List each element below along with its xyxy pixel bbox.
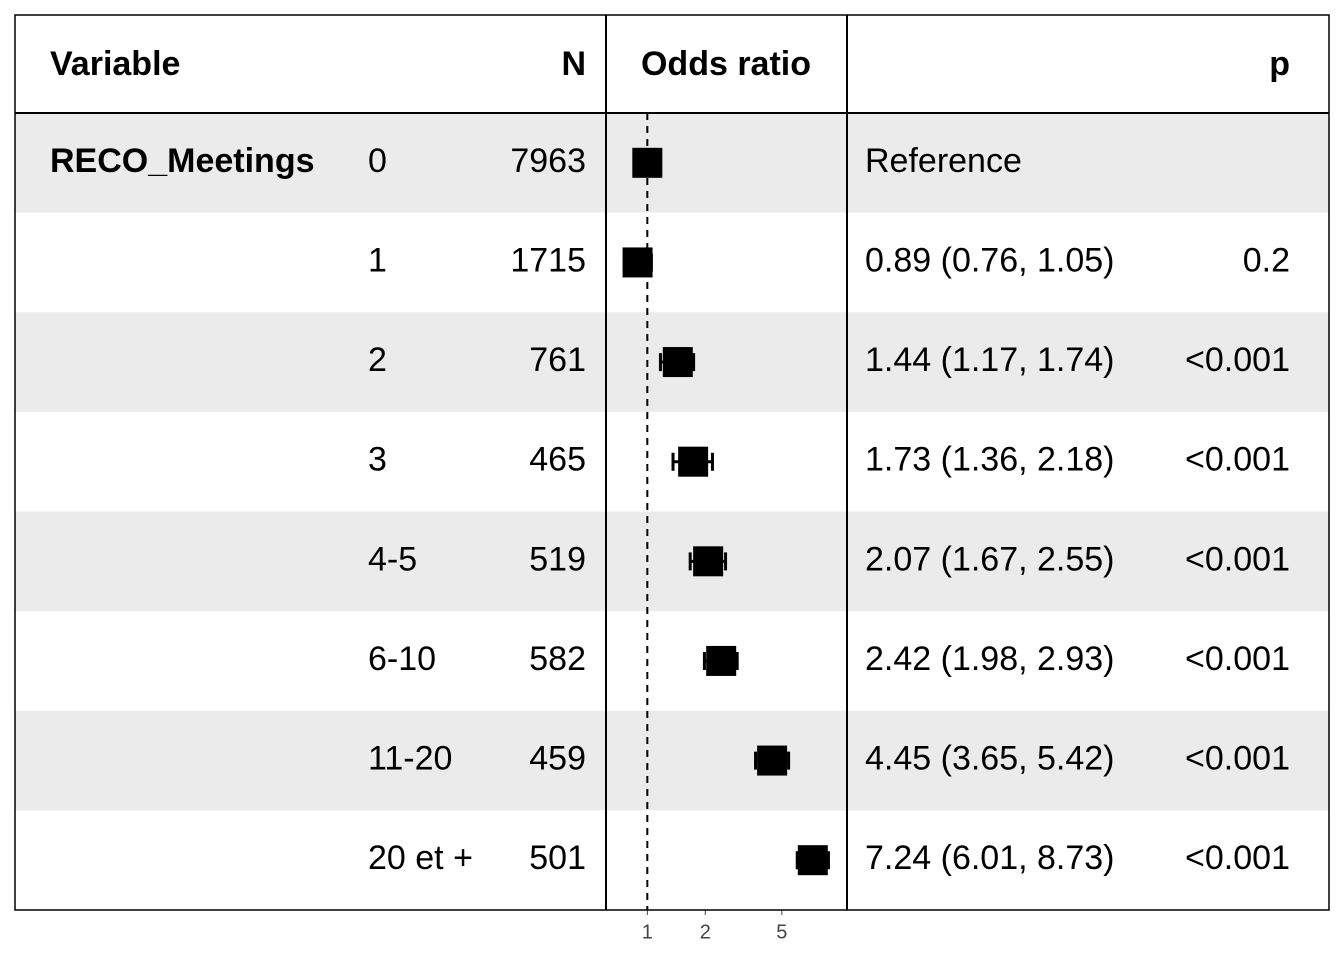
or-label: 0.89 (0.76, 1.05) bbox=[865, 241, 1115, 279]
level: 4-5 bbox=[368, 540, 417, 578]
estimate-point bbox=[662, 347, 693, 378]
estimate-point bbox=[797, 845, 828, 876]
or-label: 1.44 (1.17, 1.74) bbox=[865, 341, 1115, 379]
or-label: 7.24 (6.01, 8.73) bbox=[865, 839, 1115, 877]
estimate-point bbox=[632, 147, 663, 178]
p-value: <0.001 bbox=[1185, 740, 1290, 778]
p-value: <0.001 bbox=[1185, 341, 1290, 379]
n-count: 582 bbox=[529, 640, 586, 678]
p-value: 0.2 bbox=[1243, 241, 1290, 279]
level: 3 bbox=[368, 441, 387, 479]
or-label: 1.73 (1.36, 2.18) bbox=[865, 441, 1115, 479]
table-border bbox=[14, 14, 1330, 911]
estimate-point bbox=[706, 645, 737, 676]
level: 2 bbox=[368, 341, 387, 379]
estimate-point bbox=[678, 446, 709, 477]
estimate-point bbox=[693, 546, 724, 577]
n-count: 501 bbox=[529, 839, 586, 877]
x-tick-label: 2 bbox=[700, 921, 711, 943]
p-value: <0.001 bbox=[1185, 540, 1290, 578]
or-label: 2.42 (1.98, 2.93) bbox=[865, 640, 1115, 678]
x-tick-label: 5 bbox=[776, 921, 787, 943]
estimate-point bbox=[757, 745, 788, 776]
variable-name: RECO_Meetings bbox=[50, 142, 315, 180]
row-stripe bbox=[15, 710, 1329, 811]
p-value: <0.001 bbox=[1185, 839, 1290, 877]
p-value: <0.001 bbox=[1185, 640, 1290, 678]
level: 6-10 bbox=[368, 640, 436, 678]
level: 1 bbox=[368, 241, 387, 279]
n-count: 459 bbox=[529, 740, 586, 778]
level: 0 bbox=[368, 142, 387, 180]
n-count: 7963 bbox=[510, 142, 586, 180]
level: 20 et + bbox=[368, 839, 473, 877]
estimate-point bbox=[622, 247, 653, 278]
x-tick-label: 1 bbox=[642, 921, 653, 943]
n-count: 519 bbox=[529, 540, 586, 578]
row-stripe bbox=[15, 113, 1329, 213]
row-stripe bbox=[15, 511, 1329, 612]
or-label: 2.07 (1.67, 2.55) bbox=[865, 540, 1115, 578]
header-variable: Variable bbox=[50, 45, 180, 83]
level: 11-20 bbox=[368, 740, 452, 778]
header-n: N bbox=[561, 45, 586, 83]
header-estimate: Odds ratio bbox=[641, 45, 811, 83]
header-p: p bbox=[1269, 45, 1290, 83]
n-count: 1715 bbox=[510, 241, 586, 279]
n-count: 761 bbox=[529, 341, 586, 379]
n-count: 465 bbox=[529, 441, 586, 479]
or-label: 4.45 (3.65, 5.42) bbox=[865, 740, 1115, 778]
p-value: <0.001 bbox=[1185, 441, 1290, 479]
or-label: Reference bbox=[865, 142, 1022, 180]
